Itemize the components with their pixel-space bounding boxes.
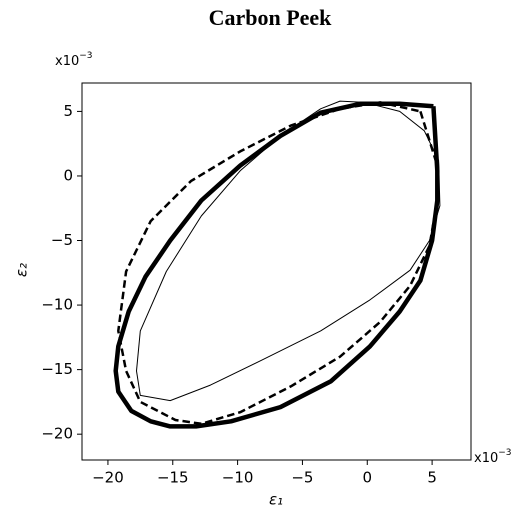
y-tick-label: 5 — [63, 102, 73, 120]
plot-frame — [81, 82, 472, 461]
x-tick-label: −10 — [222, 469, 254, 487]
x-tick-label: 5 — [427, 469, 437, 487]
chart-title: Carbon Peek — [209, 5, 333, 30]
line-series — [117, 101, 439, 426]
y-tick-label: 0 — [63, 166, 73, 184]
x-tick-label: −15 — [157, 469, 189, 487]
x-tick-label: 0 — [362, 469, 372, 487]
y-tick-label: −20 — [41, 425, 73, 443]
y-multiplier: x10−3 — [55, 51, 93, 69]
x-tick-label: −20 — [92, 469, 124, 487]
x-tick-label: −5 — [291, 469, 313, 487]
x-multiplier-base: x10 — [474, 451, 498, 466]
x-axis-label: ε₁ — [269, 491, 283, 509]
x-multiplier: x10−3 — [474, 448, 512, 466]
y-axis-label: ε₂ — [13, 263, 31, 277]
line-series — [113, 101, 440, 429]
y-tick-label: −5 — [51, 231, 73, 249]
y-multiplier-base: x10 — [55, 54, 79, 69]
x-multiplier-exponent: −3 — [498, 448, 511, 458]
line-series — [136, 100, 441, 402]
y-tick-label: −15 — [41, 360, 73, 378]
y-multiplier-exponent: −3 — [79, 51, 92, 61]
y-tick-label: −10 — [41, 296, 73, 314]
